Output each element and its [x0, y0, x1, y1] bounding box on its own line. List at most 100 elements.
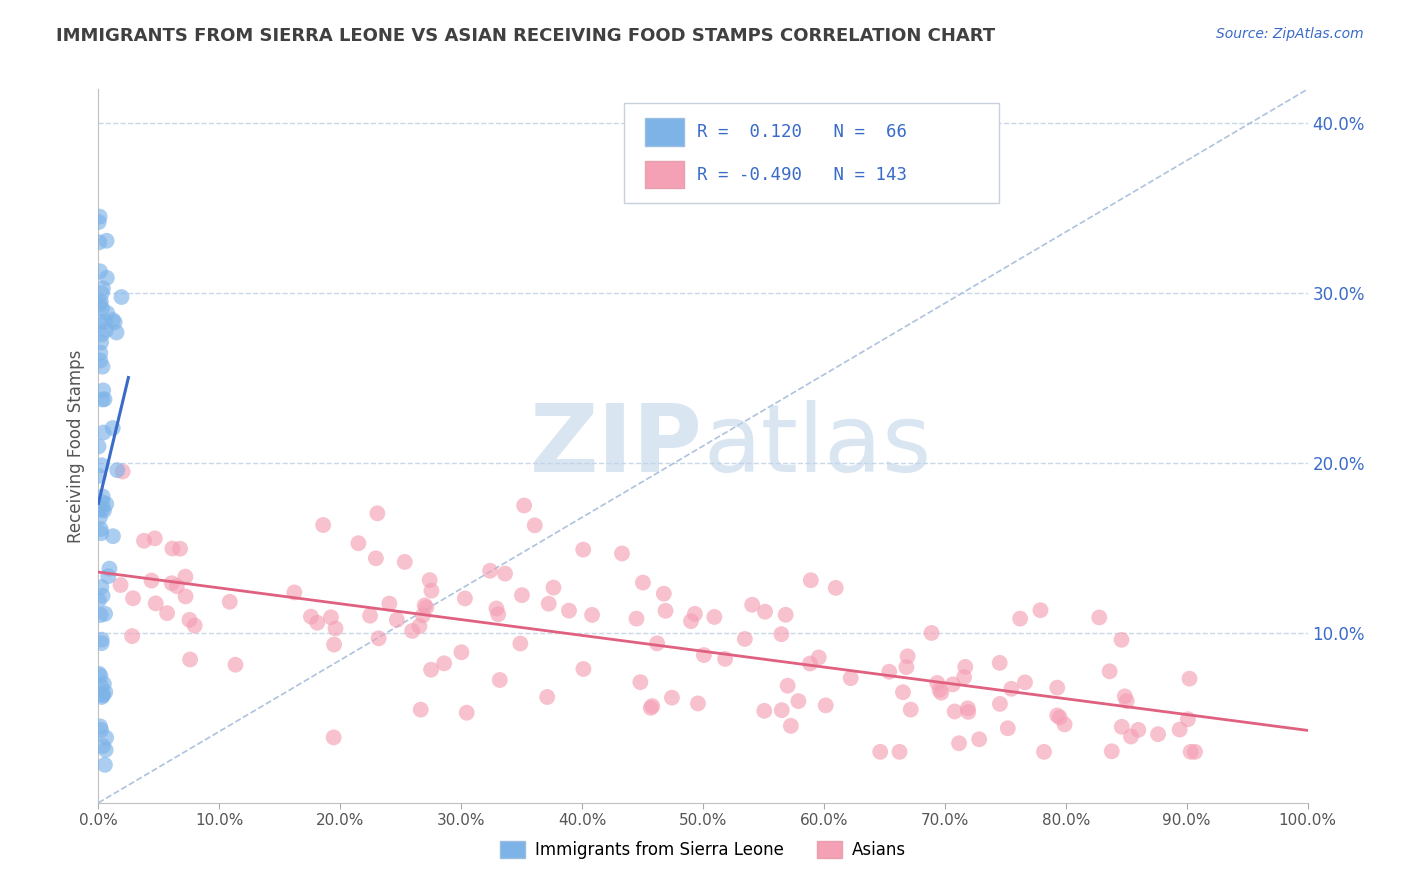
- Point: [988, 656, 1011, 670]
- Point: [89, 719, 111, 733]
- Point: [572, 662, 595, 676]
- Point: [105, 326, 128, 340]
- Point: [953, 670, 976, 684]
- Point: [91, 392, 114, 407]
- Point: [543, 581, 565, 595]
- Point: [394, 555, 416, 569]
- Point: [90, 679, 112, 693]
- Point: [1014, 675, 1036, 690]
- Point: [800, 573, 823, 587]
- Point: [91, 359, 114, 374]
- Point: [509, 636, 531, 650]
- Point: [558, 604, 581, 618]
- Point: [839, 671, 862, 685]
- Point: [948, 736, 970, 750]
- Point: [132, 533, 155, 548]
- Point: [367, 632, 389, 646]
- Point: [96, 270, 118, 285]
- Text: R =  0.120   N =  66: R = 0.120 N = 66: [697, 123, 907, 141]
- Point: [91, 327, 114, 342]
- Point: [89, 510, 111, 524]
- Point: [641, 699, 664, 714]
- Point: [91, 495, 114, 509]
- Point: [322, 731, 344, 745]
- Point: [479, 564, 502, 578]
- Point: [824, 581, 846, 595]
- Point: [94, 315, 117, 329]
- Point: [91, 688, 114, 702]
- Point: [1147, 727, 1170, 741]
- Point: [807, 650, 830, 665]
- Point: [956, 701, 979, 715]
- Point: [323, 638, 346, 652]
- Point: [741, 598, 763, 612]
- Point: [96, 234, 118, 248]
- Point: [93, 392, 115, 407]
- Point: [89, 315, 111, 329]
- Point: [96, 306, 118, 320]
- Point: [631, 575, 654, 590]
- Point: [679, 614, 702, 628]
- Point: [359, 608, 381, 623]
- Point: [413, 599, 436, 613]
- Point: [91, 384, 114, 398]
- Point: [218, 595, 240, 609]
- Point: [927, 676, 949, 690]
- Point: [510, 588, 533, 602]
- Point: [299, 609, 322, 624]
- Point: [94, 685, 117, 699]
- Point: [957, 705, 980, 719]
- Point: [160, 576, 183, 591]
- FancyBboxPatch shape: [645, 119, 683, 145]
- Point: [87, 502, 110, 516]
- Point: [1098, 665, 1121, 679]
- Point: [1029, 603, 1052, 617]
- Point: [734, 632, 756, 646]
- Point: [1000, 681, 1022, 696]
- Point: [90, 458, 112, 473]
- Point: [626, 612, 648, 626]
- Point: [89, 669, 111, 683]
- Point: [105, 463, 128, 477]
- Point: [122, 591, 145, 606]
- Point: [967, 732, 990, 747]
- Point: [104, 315, 127, 329]
- Point: [94, 607, 117, 621]
- Point: [101, 313, 124, 327]
- Point: [89, 210, 111, 224]
- Point: [1053, 717, 1076, 731]
- Point: [90, 690, 112, 704]
- Point: [1114, 690, 1136, 704]
- Point: [166, 579, 188, 593]
- Point: [779, 719, 801, 733]
- Point: [415, 600, 437, 615]
- Point: [90, 580, 112, 594]
- Point: [494, 566, 516, 581]
- Point: [87, 215, 110, 229]
- Point: [486, 607, 509, 622]
- Point: [91, 739, 114, 753]
- Point: [409, 703, 432, 717]
- Point: [889, 745, 911, 759]
- Point: [90, 526, 112, 541]
- Point: [90, 335, 112, 350]
- Point: [1111, 632, 1133, 647]
- Point: [162, 541, 184, 556]
- Point: [450, 645, 472, 659]
- Point: [283, 585, 305, 599]
- Point: [897, 649, 920, 664]
- Point: [89, 264, 111, 278]
- Point: [1184, 745, 1206, 759]
- Point: [89, 353, 111, 368]
- Point: [90, 608, 112, 623]
- Point: [537, 597, 560, 611]
- Point: [488, 673, 510, 687]
- Point: [513, 499, 536, 513]
- Point: [1119, 730, 1142, 744]
- Point: [347, 536, 370, 550]
- Point: [412, 608, 434, 623]
- Point: [572, 542, 595, 557]
- Point: [900, 703, 922, 717]
- Point: [169, 541, 191, 556]
- Point: [928, 682, 950, 697]
